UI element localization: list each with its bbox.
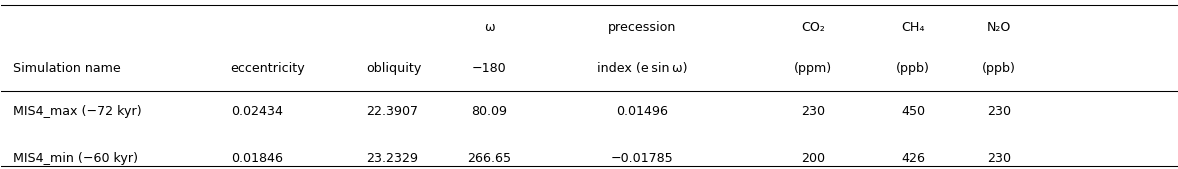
Text: 230: 230 — [986, 104, 1010, 117]
Text: (ppb): (ppb) — [895, 62, 929, 75]
Text: ω: ω — [484, 21, 495, 34]
Text: Simulation name: Simulation name — [13, 62, 121, 75]
Text: −180: −180 — [472, 62, 507, 75]
Text: index (e sin ω): index (e sin ω) — [597, 62, 687, 75]
Text: (ppb): (ppb) — [981, 62, 1015, 75]
Text: 23.2329: 23.2329 — [365, 151, 418, 164]
Text: 426: 426 — [900, 151, 925, 164]
Text: N₂O: N₂O — [986, 21, 1011, 34]
Text: 200: 200 — [800, 151, 825, 164]
Text: 22.3907: 22.3907 — [365, 104, 418, 117]
Text: MIS4_max (−72 kyr): MIS4_max (−72 kyr) — [13, 104, 141, 117]
Text: 230: 230 — [986, 151, 1010, 164]
Text: CO₂: CO₂ — [800, 21, 825, 34]
Text: CH₄: CH₄ — [900, 21, 924, 34]
Text: −0.01785: −0.01785 — [610, 151, 673, 164]
Text: precession: precession — [608, 21, 676, 34]
Text: 0.01496: 0.01496 — [616, 104, 668, 117]
Text: obliquity: obliquity — [365, 62, 421, 75]
Text: 230: 230 — [800, 104, 825, 117]
Text: (ppm): (ppm) — [793, 62, 832, 75]
Text: 0.02434: 0.02434 — [231, 104, 283, 117]
Text: 80.09: 80.09 — [471, 104, 507, 117]
Text: 266.65: 266.65 — [468, 151, 511, 164]
Text: eccentricity: eccentricity — [231, 62, 305, 75]
Text: 0.01846: 0.01846 — [231, 151, 283, 164]
Text: 450: 450 — [900, 104, 925, 117]
Text: MIS4_min (−60 kyr): MIS4_min (−60 kyr) — [13, 151, 138, 164]
